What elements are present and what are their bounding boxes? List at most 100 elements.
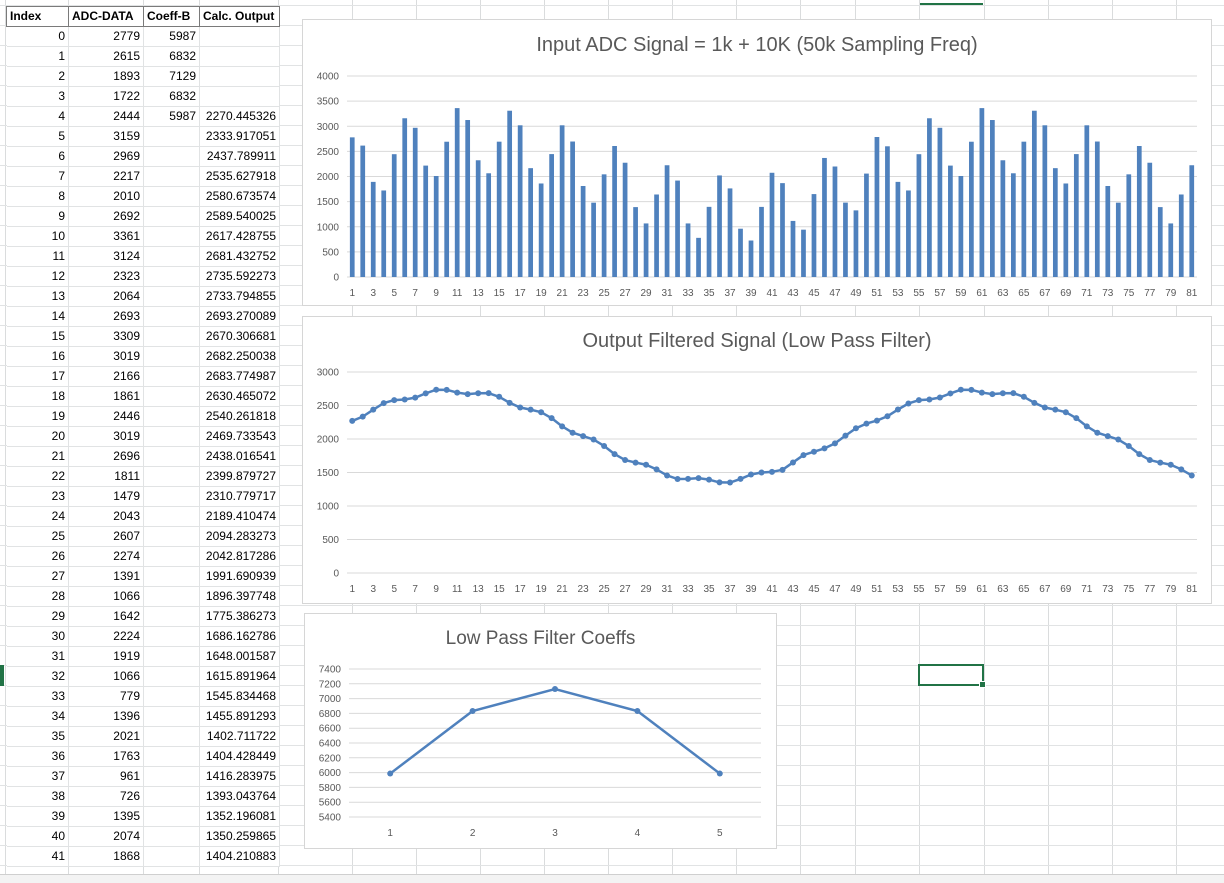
cell-calc-output[interactable]: 2540.261818 [199,406,280,427]
header-coeff-b[interactable]: Coeff-B [143,6,200,27]
cell-adc-data[interactable]: 3309 [68,326,144,347]
cell-coeff-b[interactable] [143,626,200,647]
cell-index[interactable]: 18 [6,386,69,407]
cell-calc-output[interactable]: 1615.891964 [199,666,280,687]
header-adc-data[interactable]: ADC-DATA [68,6,144,27]
cell-index[interactable]: 22 [6,466,69,487]
cell-index[interactable]: 7 [6,166,69,187]
cell-adc-data[interactable]: 2323 [68,266,144,287]
cell-index[interactable]: 35 [6,726,69,747]
cell-calc-output[interactable]: 2580.673574 [199,186,280,207]
cell-coeff-b[interactable] [143,446,200,467]
cell-index[interactable]: 33 [6,686,69,707]
cell-adc-data[interactable]: 1395 [68,806,144,827]
cell-calc-output[interactable]: 2589.540025 [199,206,280,227]
cell-calc-output[interactable]: 2094.283273 [199,526,280,547]
cell-calc-output[interactable] [199,86,280,107]
cell-calc-output[interactable]: 1686.162786 [199,626,280,647]
cell-index[interactable]: 0 [6,26,69,47]
cell-coeff-b[interactable] [143,666,200,687]
cell-index[interactable]: 34 [6,706,69,727]
cell-coeff-b[interactable] [143,586,200,607]
cell-coeff-b[interactable] [143,366,200,387]
filtered-output-chart[interactable]: Output Filtered Signal (Low Pass Filter)… [302,316,1212,604]
cell-adc-data[interactable]: 1391 [68,566,144,587]
cell-index[interactable]: 39 [6,806,69,827]
cell-index[interactable]: 9 [6,206,69,227]
cell-adc-data[interactable]: 2166 [68,366,144,387]
cell-coeff-b[interactable] [143,186,200,207]
cell-adc-data[interactable]: 2217 [68,166,144,187]
cell-calc-output[interactable]: 2670.306681 [199,326,280,347]
cell-adc-data[interactable]: 2064 [68,286,144,307]
cell-index[interactable]: 4 [6,106,69,127]
cell-coeff-b[interactable] [143,766,200,787]
cell-calc-output[interactable]: 2683.774987 [199,366,280,387]
cell-coeff-b[interactable] [143,526,200,547]
cell-adc-data[interactable]: 1396 [68,706,144,727]
cell-adc-data[interactable]: 2607 [68,526,144,547]
cell-adc-data[interactable]: 2224 [68,626,144,647]
cell-adc-data[interactable]: 2692 [68,206,144,227]
cell-coeff-b[interactable] [143,226,200,247]
cell-index[interactable]: 21 [6,446,69,467]
cell-calc-output[interactable]: 2617.428755 [199,226,280,247]
cell-index[interactable]: 14 [6,306,69,327]
cell-index[interactable]: 10 [6,226,69,247]
cell-index[interactable]: 13 [6,286,69,307]
cell-index[interactable]: 37 [6,766,69,787]
cell-calc-output[interactable] [199,46,280,67]
cell-coeff-b[interactable]: 5987 [143,26,200,47]
cell-index[interactable]: 41 [6,846,69,867]
selected-cell[interactable] [918,664,986,688]
cell-index[interactable]: 6 [6,146,69,167]
cell-adc-data[interactable]: 2696 [68,446,144,467]
cell-calc-output[interactable]: 2733.794855 [199,286,280,307]
cell-calc-output[interactable]: 2310.779717 [199,486,280,507]
cell-adc-data[interactable]: 2043 [68,506,144,527]
cell-adc-data[interactable]: 1868 [68,846,144,867]
cell-index[interactable]: 23 [6,486,69,507]
cell-coeff-b[interactable] [143,286,200,307]
cell-calc-output[interactable] [199,26,280,47]
cell-index[interactable]: 3 [6,86,69,107]
cell-calc-output[interactable]: 2270.445326 [199,106,280,127]
cell-calc-output[interactable]: 1404.210883 [199,846,280,867]
cell-calc-output[interactable]: 2735.592273 [199,266,280,287]
fill-handle[interactable] [979,681,986,688]
cell-coeff-b[interactable] [143,846,200,867]
cell-index[interactable]: 19 [6,406,69,427]
header-index[interactable]: Index [6,6,69,27]
cell-index[interactable]: 20 [6,426,69,447]
cell-coeff-b[interactable] [143,466,200,487]
cell-calc-output[interactable]: 1991.690939 [199,566,280,587]
cell-calc-output[interactable]: 2535.627918 [199,166,280,187]
cell-index[interactable]: 40 [6,826,69,847]
cell-adc-data[interactable]: 2074 [68,826,144,847]
cell-adc-data[interactable]: 2021 [68,726,144,747]
cell-index[interactable]: 27 [6,566,69,587]
cell-adc-data[interactable]: 2969 [68,146,144,167]
cell-coeff-b[interactable] [143,566,200,587]
cell-index[interactable]: 24 [6,506,69,527]
cell-index[interactable]: 31 [6,646,69,667]
cell-calc-output[interactable]: 1393.043764 [199,786,280,807]
cell-adc-data[interactable]: 1479 [68,486,144,507]
cell-adc-data[interactable]: 3124 [68,246,144,267]
cell-adc-data[interactable]: 3361 [68,226,144,247]
cell-coeff-b[interactable] [143,386,200,407]
cell-coeff-b[interactable] [143,206,200,227]
cell-adc-data[interactable]: 1066 [68,666,144,687]
cell-coeff-b[interactable] [143,826,200,847]
cell-calc-output[interactable]: 2682.250038 [199,346,280,367]
cell-adc-data[interactable]: 1811 [68,466,144,487]
cell-adc-data[interactable]: 2274 [68,546,144,567]
cell-coeff-b[interactable] [143,606,200,627]
cell-coeff-b[interactable] [143,406,200,427]
cell-adc-data[interactable]: 3019 [68,346,144,367]
cell-index[interactable]: 29 [6,606,69,627]
cell-calc-output[interactable]: 1648.001587 [199,646,280,667]
cell-calc-output[interactable]: 1896.397748 [199,586,280,607]
cell-calc-output[interactable]: 1545.834468 [199,686,280,707]
cell-adc-data[interactable]: 2693 [68,306,144,327]
